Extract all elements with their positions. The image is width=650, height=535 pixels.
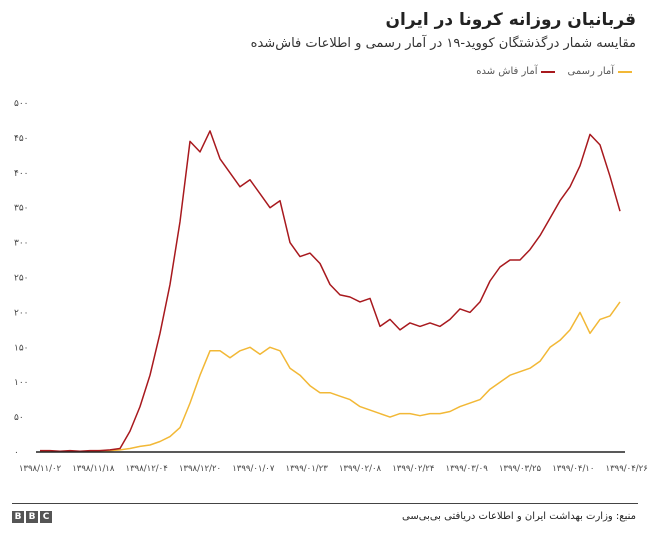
line-chart: ۰ ۵۰ ۱۰۰ ۱۵۰ ۲۰۰ ۲۵۰ ۳۰۰ ۳۵۰ ۴۰۰ ۴۵۰ ۵۰۰ ۱۳۹۸/۱۱/۰۲…	[14, 99, 648, 474]
x-tick-label: ۱۳۹۹/۰۲/۰۸	[339, 464, 382, 474]
series-line	[40, 130, 621, 453]
y-tick-label: ۲۰۰	[14, 308, 29, 318]
chart-subtitle: مقایسه شمار درگذشتگان کووید-۱۹ در آمار ر…	[250, 36, 636, 51]
x-tick-label: ۱۳۹۹/۰۱/۰۷	[232, 464, 275, 474]
x-tick-label: ۱۳۹۸/۱۱/۰۲	[19, 464, 62, 474]
y-tick-label: ۳۰۰	[14, 239, 29, 249]
x-tick-label: ۱۳۹۹/۰۴/۲۶	[606, 464, 648, 474]
series-line	[40, 301, 621, 453]
x-tick-label: ۱۳۹۹/۰۳/۰۹	[446, 464, 489, 474]
y-tick-label: ۵۰۰	[14, 99, 29, 109]
x-tick-label: ۱۳۹۸/۱۱/۱۸	[72, 464, 115, 474]
y-tick-label: ۴۰۰	[14, 169, 29, 179]
footer-divider	[12, 503, 638, 504]
y-tick-label: ۴۵۰	[14, 134, 29, 144]
y-tick-label: ۲۵۰	[14, 274, 29, 284]
legend-swatch-leaked	[541, 70, 556, 73]
y-tick-label: ۳۵۰	[14, 204, 29, 214]
x-tick-label: ۱۳۹۹/۰۱/۲۳	[286, 464, 329, 474]
legend: آمار رسمی آمار فاش شده	[476, 66, 632, 77]
y-tick-label: ۱۵۰	[14, 343, 29, 353]
x-tick-label: ۱۳۹۸/۱۲/۲۰	[179, 464, 221, 474]
y-tick-label: ۰	[14, 448, 19, 458]
legend-swatch-official	[618, 70, 632, 73]
y-tick-label: ۱۰۰	[14, 378, 29, 388]
y-tick-label: ۵۰	[14, 413, 24, 423]
x-tick-label: ۱۳۹۹/۰۴/۱۰	[552, 464, 594, 474]
chart-title: قربانیان روزانه کرونا در ایران	[385, 10, 636, 30]
x-tick-label: ۱۳۹۸/۱۲/۰۴	[126, 464, 168, 474]
legend-item-leaked: آمار فاش شده	[476, 66, 556, 77]
legend-item-official: آمار رسمی	[567, 66, 632, 77]
source-note: منبع: وزارت بهداشت ایران و اطلاعات دریاف…	[402, 511, 636, 522]
legend-label-official: آمار رسمی	[567, 66, 614, 77]
x-tick-label: ۱۳۹۹/۰۲/۲۴	[392, 464, 434, 474]
x-tick-label: ۱۳۹۹/۰۳/۲۵	[499, 464, 542, 474]
legend-label-leaked: آمار فاش شده	[476, 66, 538, 77]
